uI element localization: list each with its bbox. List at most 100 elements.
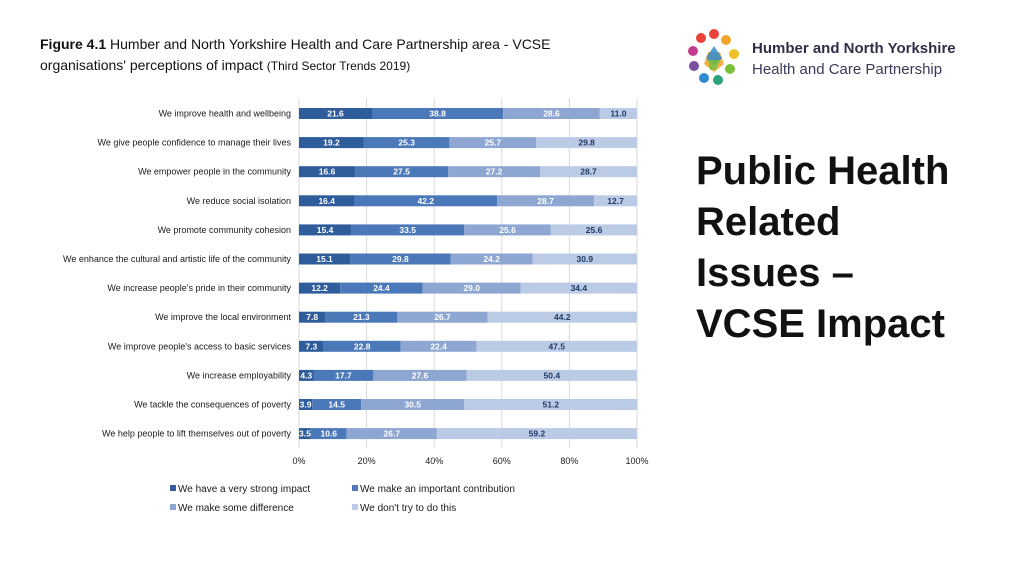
data-label: 30.9 bbox=[577, 254, 594, 264]
bar-segment bbox=[299, 195, 355, 207]
category-label: We promote community cohesion bbox=[158, 225, 291, 235]
heading-line4: VCSE Impact bbox=[696, 302, 945, 346]
bar-segment bbox=[520, 282, 637, 294]
bar-segment bbox=[299, 137, 364, 149]
category-label: We empower people in the community bbox=[138, 167, 291, 177]
heading-line2: Related bbox=[696, 200, 841, 244]
data-label: 44.2 bbox=[554, 312, 571, 322]
legend-label: We make some difference bbox=[178, 503, 294, 514]
bar-segment bbox=[350, 253, 451, 265]
data-label: 11.0 bbox=[610, 109, 626, 119]
data-label: 12.7 bbox=[607, 196, 624, 206]
bar-segment bbox=[340, 282, 423, 294]
bar-segment bbox=[299, 428, 311, 440]
bar-segment bbox=[299, 399, 313, 410]
data-label: 21.3 bbox=[353, 312, 370, 322]
bar-segment bbox=[299, 108, 373, 119]
category-label: We give people confidence to manage thei… bbox=[98, 138, 292, 148]
bar-segment bbox=[594, 195, 637, 207]
data-label: 27.2 bbox=[486, 167, 503, 177]
data-label: 26.7 bbox=[434, 312, 451, 322]
legend-label: We have a very strong impact bbox=[178, 484, 310, 495]
data-label: 25.6 bbox=[499, 225, 516, 235]
bar-segment bbox=[536, 137, 637, 149]
bar-segment bbox=[450, 253, 533, 265]
figure-caption: Figure 4.1 Humber and North Yorkshire He… bbox=[40, 34, 640, 77]
heading-line3: Issues – bbox=[696, 251, 854, 295]
legend-swatch bbox=[170, 485, 176, 491]
data-label: 33.5 bbox=[399, 225, 416, 235]
bar-segment bbox=[599, 108, 637, 119]
data-label: 28.6 bbox=[543, 109, 560, 119]
bar-segment bbox=[355, 166, 449, 178]
partnership-logo-icon bbox=[688, 29, 739, 85]
x-tick-label: 0% bbox=[292, 456, 305, 466]
bar-segment bbox=[464, 399, 638, 410]
bar-segment bbox=[351, 224, 465, 236]
bar-segment bbox=[299, 340, 324, 352]
bar-segment bbox=[503, 108, 600, 119]
data-label: 22.8 bbox=[354, 341, 371, 351]
data-label: 15.4 bbox=[317, 225, 334, 235]
bar-segment bbox=[466, 369, 637, 381]
legend-label: We make an important contribution bbox=[360, 484, 515, 495]
bar-segment bbox=[487, 311, 637, 323]
data-label: 29.8 bbox=[578, 138, 595, 148]
x-tick-label: 60% bbox=[493, 456, 511, 466]
figure-title: Humber and North Yorkshire Health and Ca… bbox=[40, 36, 551, 73]
bar-segment bbox=[299, 166, 356, 178]
legend-label: We don't try to do this bbox=[360, 503, 456, 514]
category-label: We improve the local environment bbox=[155, 312, 291, 322]
bar-segment bbox=[312, 399, 362, 410]
data-label: 28.7 bbox=[580, 167, 597, 177]
data-label: 30.5 bbox=[404, 400, 421, 410]
bar-segment bbox=[400, 340, 477, 352]
data-label: 28.7 bbox=[537, 196, 554, 206]
data-label: 29.8 bbox=[392, 254, 409, 264]
data-label: 16.4 bbox=[318, 196, 335, 206]
bar-segment bbox=[354, 195, 498, 207]
bar-segment bbox=[323, 340, 401, 352]
x-tick-label: 100% bbox=[625, 456, 648, 466]
bar-segment bbox=[299, 311, 326, 323]
category-label: We enhance the cultural and artistic lif… bbox=[63, 254, 291, 264]
logo-line2: Health and Care Partnership bbox=[752, 61, 943, 78]
bar-segment bbox=[299, 224, 352, 236]
bar-segment bbox=[310, 428, 347, 440]
logo-line1: Humber and North Yorkshire bbox=[752, 40, 956, 57]
category-label: We help people to lift themselves out of… bbox=[102, 429, 291, 439]
legend-swatch bbox=[170, 504, 176, 510]
data-label: 59.2 bbox=[529, 429, 546, 439]
bar-segment bbox=[422, 282, 521, 294]
legend-swatch bbox=[352, 485, 358, 491]
bar-segment bbox=[397, 311, 488, 323]
bar-segment bbox=[539, 166, 637, 178]
data-label: 16.6 bbox=[319, 167, 336, 177]
data-label: 17.7 bbox=[335, 370, 352, 380]
bar-segment bbox=[363, 137, 450, 149]
data-label: 7.3 bbox=[305, 341, 317, 351]
bar-segment bbox=[299, 253, 351, 265]
data-label: 27.6 bbox=[412, 370, 429, 380]
bar-segment bbox=[299, 369, 314, 381]
figure-label: Figure 4.1 bbox=[40, 36, 107, 52]
bar-segment bbox=[497, 195, 595, 207]
data-label: 12.2 bbox=[311, 283, 328, 293]
bar-segment bbox=[449, 137, 537, 149]
data-label: 25.6 bbox=[586, 225, 603, 235]
bar-segment bbox=[550, 224, 638, 236]
data-label: 21.6 bbox=[327, 109, 344, 119]
category-label: We tackle the consequences of poverty bbox=[134, 400, 291, 410]
data-label: 15.1 bbox=[316, 254, 333, 264]
data-label: 29.0 bbox=[463, 283, 480, 293]
data-label: 14.5 bbox=[328, 400, 345, 410]
category-label: We reduce social isolation bbox=[187, 196, 291, 206]
bar-segment bbox=[346, 428, 437, 440]
impact-bar-chart: We improve health and wellbeing 21.6 38.8 2… bbox=[63, 98, 649, 514]
data-label: 27.5 bbox=[393, 167, 410, 177]
bar-segment bbox=[476, 340, 637, 352]
data-label: 38.8 bbox=[429, 109, 446, 119]
data-label: 25.3 bbox=[398, 138, 415, 148]
data-label: 42.2 bbox=[417, 196, 434, 206]
category-label: We increase employability bbox=[187, 370, 292, 380]
